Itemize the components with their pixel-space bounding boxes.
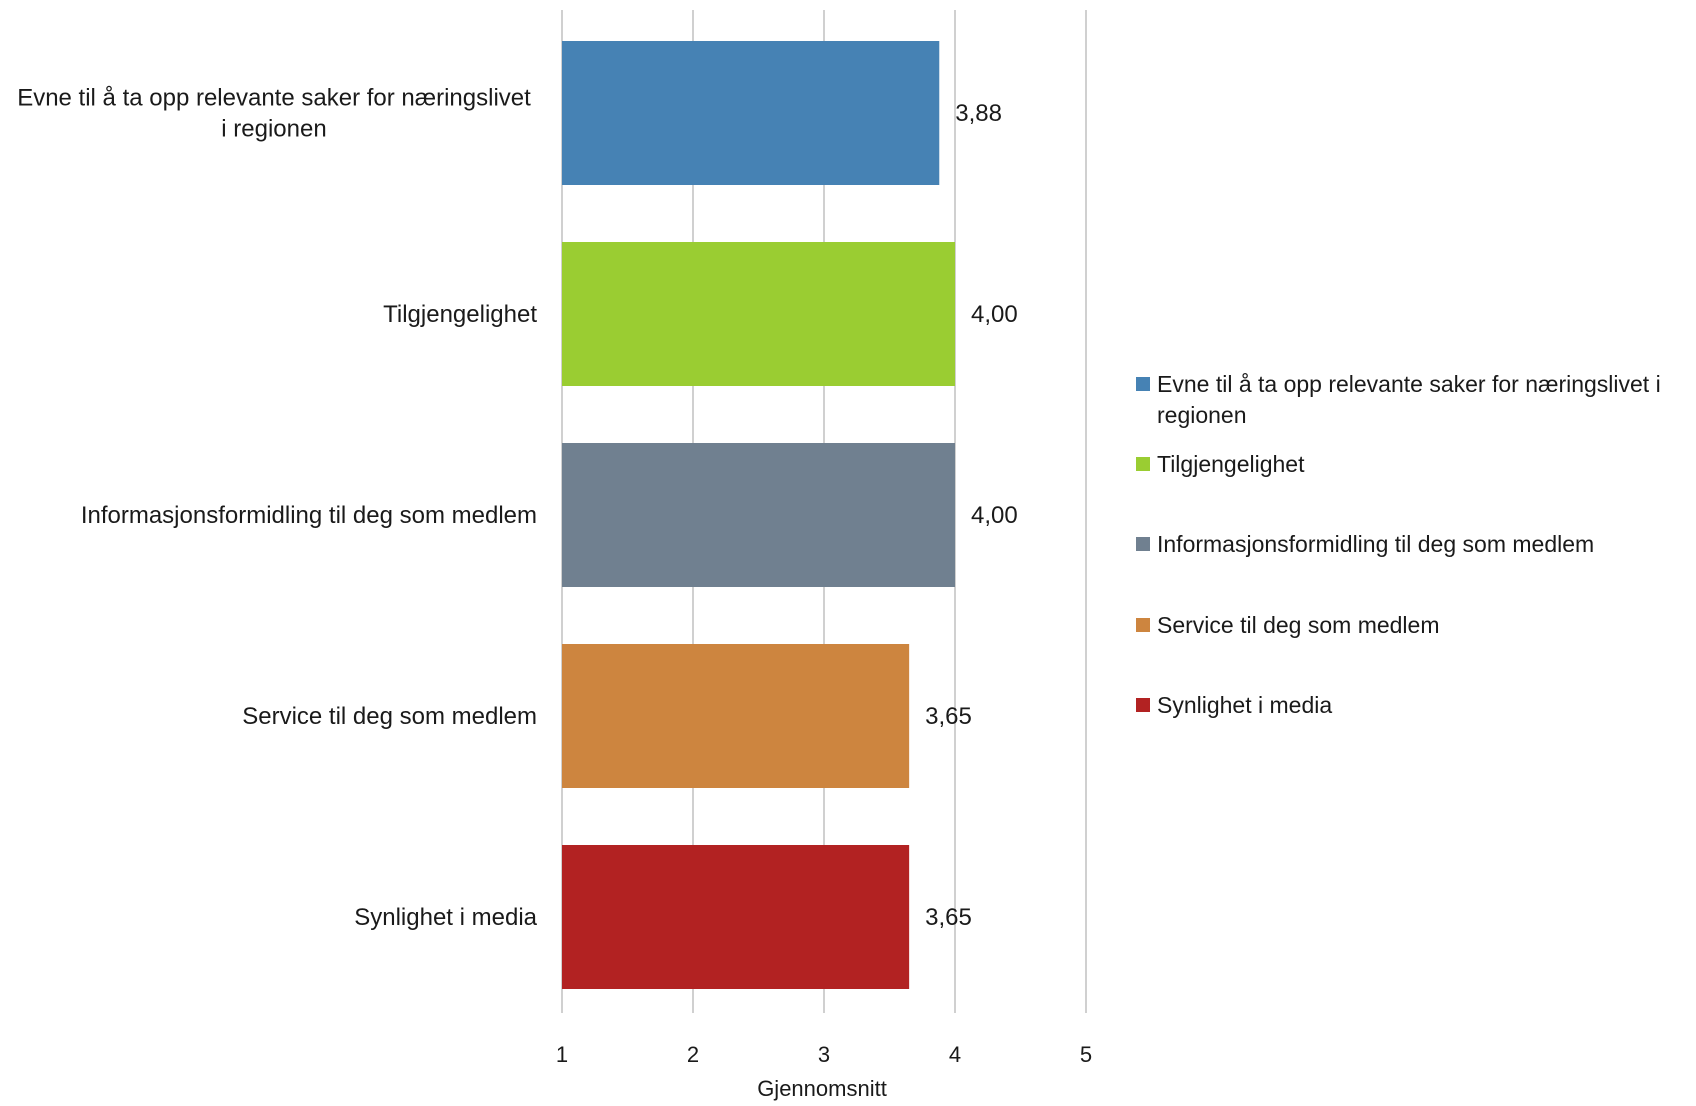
legend-item-3: Informasjonsformidling til deg som medle… [1136,531,1594,557]
legend-swatch-3 [1136,537,1150,551]
legend-item-1: Evne til å ta opp relevante saker for næ… [1136,371,1661,428]
x-axis-ticks: 1 2 3 4 5 [556,1042,1092,1067]
category-label-line: i regionen [221,116,326,143]
legend-label-line: Informasjonsformidling til deg som medle… [1157,531,1594,557]
legend-label-line: Evne til å ta opp relevante saker for næ… [1157,371,1661,397]
value-label-2: 4,00 [971,301,1018,328]
bar-3 [562,443,955,587]
category-label-line: Evne til å ta opp relevante saker for næ… [17,85,531,112]
category-label-line: Tilgjengelighet [383,301,537,328]
legend-item-4: Service til deg som medlem [1136,612,1440,638]
category-label-line: Informasjonsformidling til deg som medle… [81,502,537,529]
legend-label-3: Informasjonsformidling til deg som medle… [1157,531,1594,557]
value-labels: 3,88 4,00 4,00 3,65 3,65 [925,100,1018,931]
legend-swatch-5 [1136,698,1150,712]
value-label-1: 3,88 [955,100,1002,127]
legend-swatch-2 [1136,457,1150,471]
category-label-5: Synlighet i media [354,904,537,931]
legend-label-line: regionen [1157,402,1247,428]
category-label-line: Service til deg som medlem [242,703,537,730]
legend-swatch-4 [1136,618,1150,632]
legend-label-line: Tilgjengelighet [1157,451,1305,477]
legend: Evne til å ta opp relevante saker for næ… [1136,371,1661,718]
x-tick-label-5: 5 [1080,1042,1092,1067]
bar-1 [562,41,940,185]
value-label-3: 4,00 [971,502,1018,529]
legend-label-1: Evne til å ta opp relevante saker for næ… [1157,371,1661,428]
bar-2 [562,242,955,386]
value-label-5: 3,65 [925,904,972,931]
category-label-line: Synlighet i media [354,904,537,931]
category-label-4: Service til deg som medlem [242,703,537,730]
legend-item-5: Synlighet i media [1136,692,1332,718]
legend-label-line: Synlighet i media [1157,692,1332,718]
legend-label-line: Service til deg som medlem [1157,612,1440,638]
legend-label-2: Tilgjengelighet [1157,451,1305,477]
legend-swatch-1 [1136,377,1150,391]
bar-5 [562,845,910,989]
legend-label-5: Synlighet i media [1157,692,1332,718]
category-labels: Evne til å ta opp relevante saker for næ… [17,85,537,932]
x-axis-title: Gjennomsnitt [757,1076,887,1101]
bars [562,41,955,989]
legend-label-4: Service til deg som medlem [1157,612,1440,638]
x-tick-label-2: 2 [687,1042,699,1067]
category-label-2: Tilgjengelighet [383,301,537,328]
bar-4 [562,644,910,788]
x-tick-label-4: 4 [949,1042,961,1067]
legend-item-2: Tilgjengelighet [1136,451,1305,477]
category-label-3: Informasjonsformidling til deg som medle… [81,502,537,529]
category-label-1: Evne til å ta opp relevante saker for næ… [17,85,531,143]
value-label-4: 3,65 [925,703,972,730]
x-tick-label-1: 1 [556,1042,568,1067]
x-tick-label-3: 3 [818,1042,830,1067]
